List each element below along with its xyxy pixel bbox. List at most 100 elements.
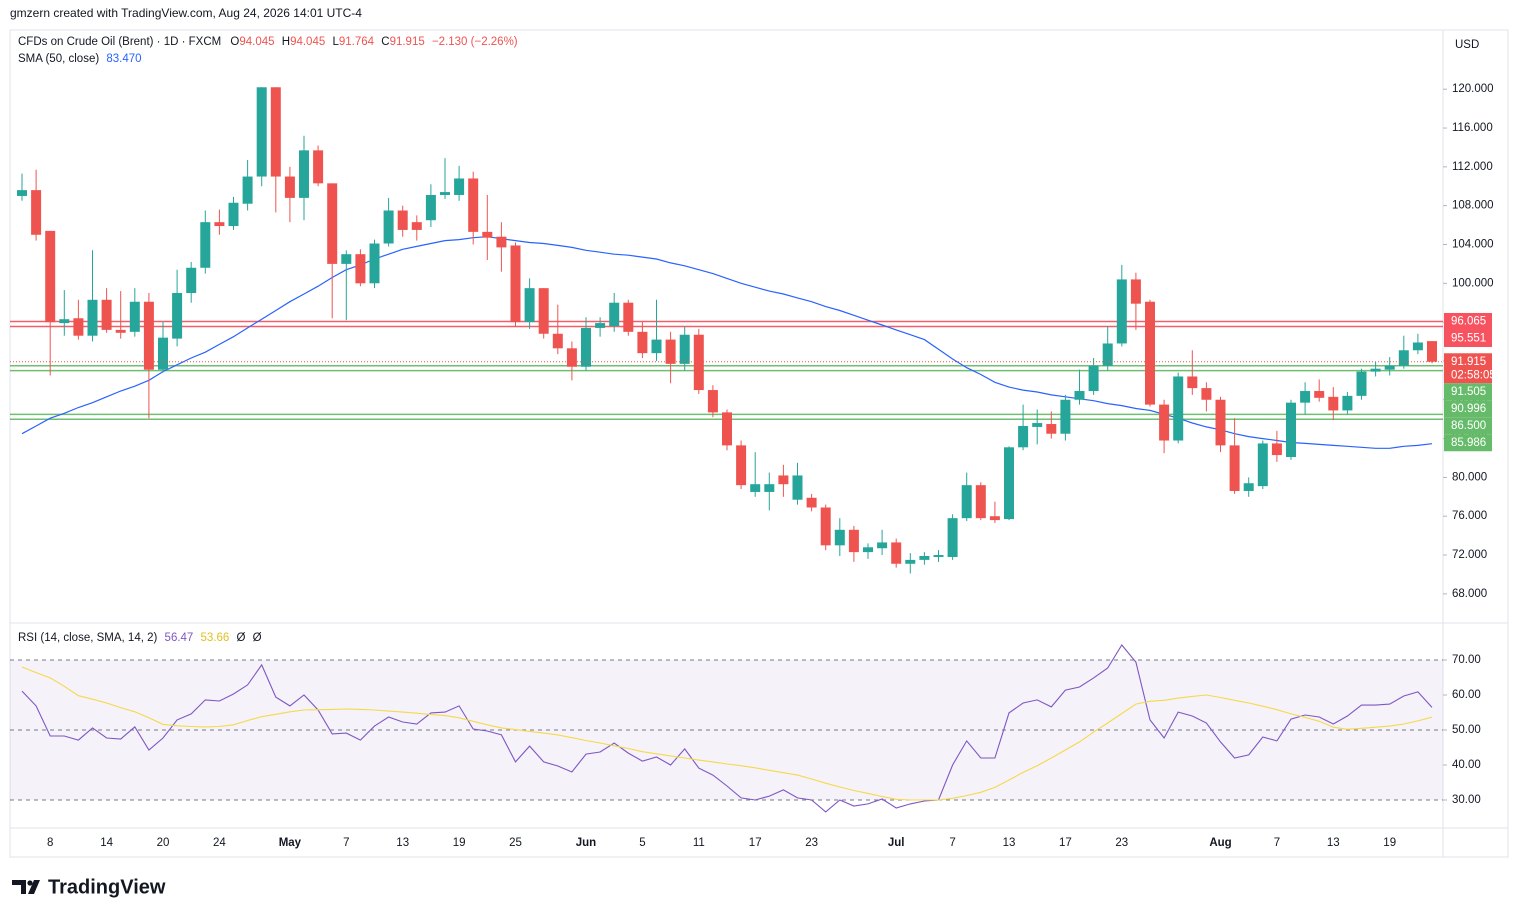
candle-body bbox=[834, 529, 845, 546]
rsi-line bbox=[21, 644, 1433, 813]
candle-body bbox=[806, 497, 817, 508]
candle-body bbox=[1342, 395, 1353, 411]
candle-body bbox=[975, 485, 986, 519]
candle-body bbox=[1201, 388, 1212, 400]
price-label: 96.065 bbox=[1451, 316, 1486, 328]
price-label: 86.500 bbox=[1451, 420, 1486, 432]
price-label-bg bbox=[1444, 329, 1492, 347]
candle-body bbox=[552, 333, 563, 349]
candle-body bbox=[1187, 376, 1198, 389]
candle-body bbox=[59, 319, 70, 324]
x-tick-label: 5 bbox=[639, 837, 645, 849]
legend-extra: Ø bbox=[237, 632, 246, 644]
x-tick-label: 7 bbox=[343, 837, 349, 849]
candle-body bbox=[877, 542, 888, 549]
y-tick-label: 100.000 bbox=[1452, 277, 1494, 289]
price-label-bg bbox=[1444, 400, 1492, 418]
candle-body bbox=[1074, 391, 1085, 400]
price-pane: 68.00072.00076.00080.00084.00088.00092.0… bbox=[10, 83, 1496, 849]
candle-body bbox=[454, 178, 465, 195]
candle-body bbox=[820, 507, 831, 546]
candle-body bbox=[87, 299, 98, 336]
candle-body bbox=[1159, 404, 1170, 441]
price-label: 90.996 bbox=[1451, 403, 1486, 415]
sma-line bbox=[21, 236, 1433, 449]
candle-body bbox=[665, 339, 676, 364]
candle-body bbox=[1243, 483, 1254, 491]
price-label-bg bbox=[1444, 383, 1492, 401]
candle-body bbox=[200, 222, 211, 268]
legend: CFDs on Crude Oil (Brent) · 1D · FXCM O9… bbox=[18, 36, 518, 644]
candle-body bbox=[792, 475, 803, 500]
rsi-pane: 30.00 40.00 50.00 60.00 70.00 bbox=[10, 644, 1481, 813]
candle-body bbox=[17, 190, 27, 196]
candle-body bbox=[581, 327, 591, 367]
candle-body bbox=[933, 555, 944, 557]
currency: USD bbox=[1455, 39, 1479, 51]
candle-body bbox=[750, 484, 761, 492]
logo: TradingView bbox=[12, 876, 166, 898]
candle-body bbox=[1356, 371, 1367, 396]
frame bbox=[9, 29, 1509, 858]
x-tick-label: Aug bbox=[1209, 837, 1231, 849]
x-tick-label: 25 bbox=[509, 837, 522, 849]
candle-body bbox=[919, 556, 930, 560]
legend-rsi-title: RSI (14, close, SMA, 14, 2) bbox=[18, 632, 158, 644]
candle-body bbox=[115, 329, 126, 333]
candle-body bbox=[1004, 447, 1014, 520]
x-tick-label: 8 bbox=[47, 837, 53, 849]
candle-body bbox=[425, 194, 436, 221]
x-tick-label: 17 bbox=[1059, 837, 1072, 849]
candle-body bbox=[397, 210, 408, 230]
x-tick-label: May bbox=[279, 837, 302, 849]
logo-slash bbox=[28, 880, 40, 894]
candle-body bbox=[482, 231, 493, 238]
logo-mark bbox=[12, 880, 26, 894]
candle-body bbox=[242, 176, 253, 204]
y-tick-label: 80.000 bbox=[1452, 471, 1487, 483]
candle-body bbox=[764, 484, 775, 492]
y-tick-label: 120.000 bbox=[1452, 83, 1494, 95]
legend-value: 91.764 bbox=[339, 36, 375, 48]
y-tick-label: 60.00 bbox=[1452, 689, 1481, 701]
x-tick-label: 23 bbox=[805, 837, 818, 849]
y-tick-label: 104.000 bbox=[1452, 239, 1494, 251]
legend-value: 91.915 bbox=[390, 36, 425, 48]
y-tick-label: 108.000 bbox=[1452, 200, 1494, 212]
x-tick-label: 13 bbox=[1003, 837, 1016, 849]
candle-body bbox=[383, 210, 394, 244]
candle-body bbox=[1286, 402, 1296, 458]
price-label: 95.551 bbox=[1451, 333, 1486, 345]
header: gmzern created with TradingView.com, Aug… bbox=[10, 6, 362, 20]
candle-body bbox=[595, 323, 606, 328]
x-tick-label: 11 bbox=[693, 837, 705, 849]
x-tick-label: 14 bbox=[100, 837, 113, 849]
candle-body bbox=[609, 302, 620, 326]
candle-body bbox=[1271, 443, 1282, 456]
candle-body bbox=[355, 254, 366, 284]
legend-rsi-value: 56.47 bbox=[165, 632, 194, 644]
x-tick-label: 24 bbox=[213, 837, 226, 849]
candle-body bbox=[1370, 368, 1381, 372]
legend-sma-name: SMA (50, close) bbox=[18, 53, 99, 65]
legend-key: L bbox=[332, 36, 339, 48]
candle-body bbox=[31, 190, 42, 235]
candle-body bbox=[73, 318, 84, 336]
candle-body bbox=[1427, 341, 1437, 362]
price-label-bg bbox=[1444, 417, 1492, 435]
candle-body bbox=[256, 87, 267, 177]
candle-body bbox=[299, 150, 309, 198]
price-label: 91.505 bbox=[1451, 386, 1486, 398]
candle-body bbox=[440, 192, 450, 195]
candle-body bbox=[284, 176, 295, 198]
x-tick-label: 19 bbox=[453, 837, 466, 849]
candle-body bbox=[228, 202, 239, 227]
candle-body bbox=[989, 516, 1000, 521]
x-tick-label: 17 bbox=[749, 837, 762, 849]
price-label-bg bbox=[1444, 312, 1492, 330]
price-label-bg bbox=[1444, 434, 1492, 452]
x-tick-label: 7 bbox=[949, 837, 955, 849]
candle-body bbox=[1173, 376, 1184, 441]
x-tick-label: Jul bbox=[888, 837, 905, 849]
